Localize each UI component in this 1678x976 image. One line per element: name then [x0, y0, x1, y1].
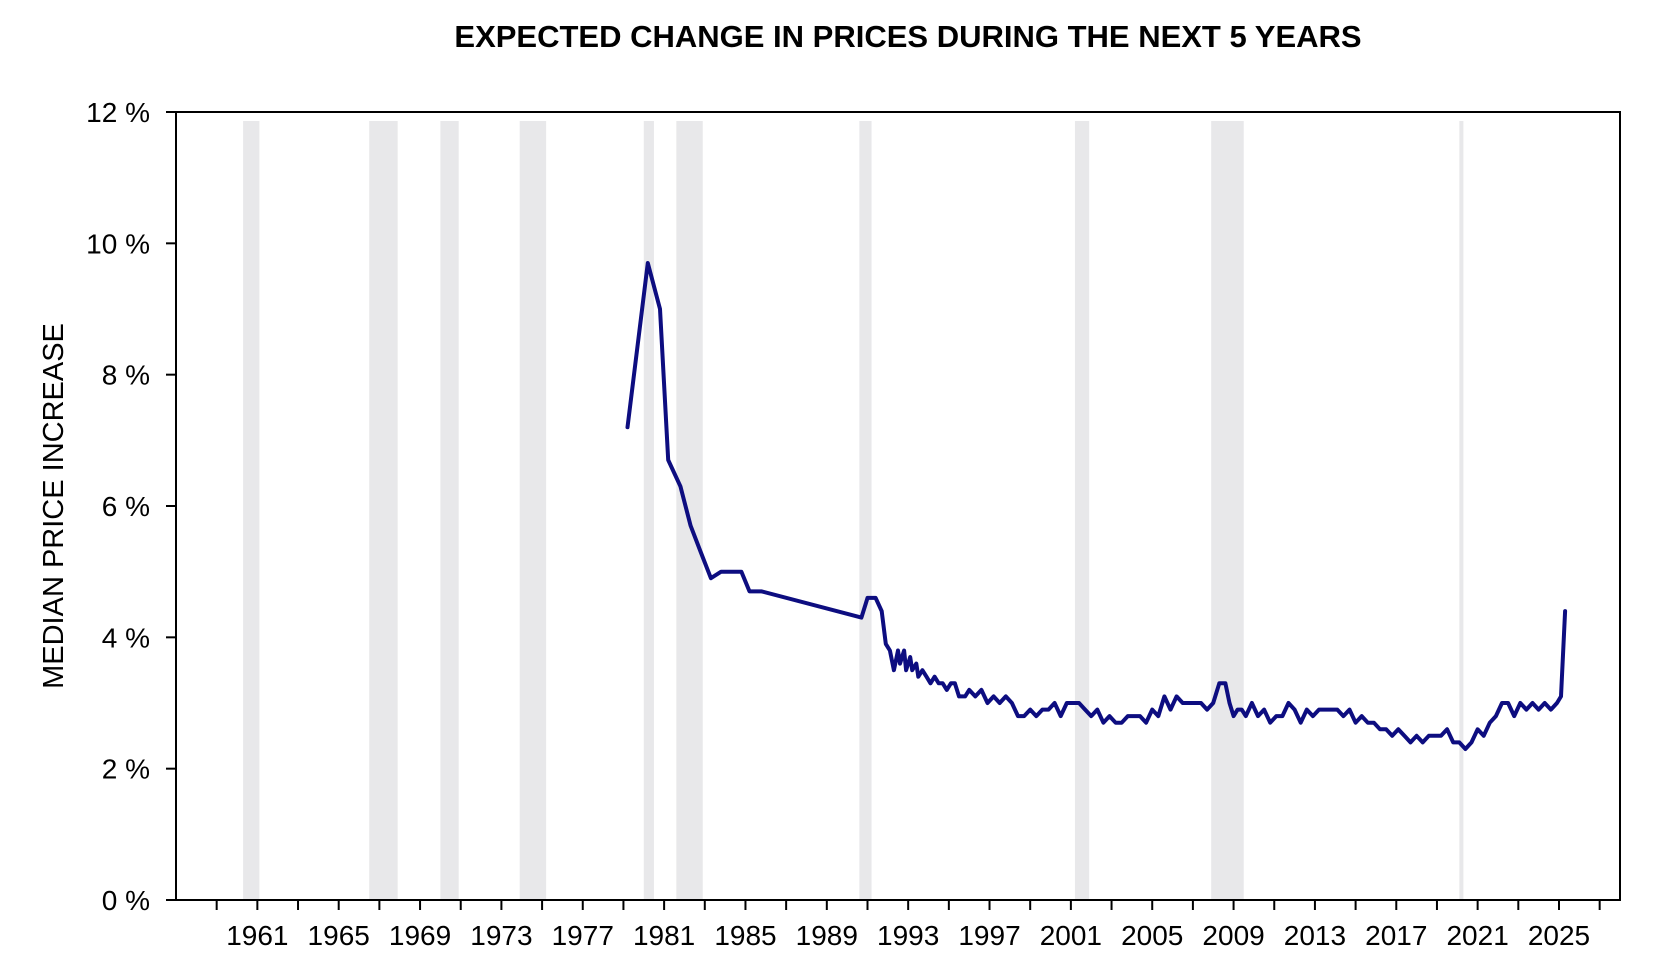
recession-band — [859, 121, 872, 900]
y-tick-label: 10 % — [86, 228, 150, 259]
recession-band — [1459, 121, 1464, 900]
x-tick-label: 1993 — [877, 920, 939, 951]
y-axis-label: MEDIAN PRICE INCREASE — [38, 323, 70, 689]
x-tick-label: 1985 — [714, 920, 776, 951]
y-tick-label: 8 % — [102, 360, 150, 391]
x-tick-label: 2013 — [1284, 920, 1346, 951]
series-line-expected-price-change — [625, 261, 1568, 751]
recession-bands — [243, 121, 1464, 900]
chart-title: EXPECTED CHANGE IN PRICES DURING THE NEX… — [454, 19, 1361, 54]
y-tick-label: 12 % — [86, 97, 150, 128]
x-tick-label: 1969 — [389, 920, 451, 951]
x-tick-label: 1961 — [226, 920, 288, 951]
recession-band — [243, 121, 260, 900]
y-tick-label: 4 % — [102, 622, 150, 653]
x-tick-label: 2021 — [1446, 920, 1508, 951]
x-tick-label: 1977 — [552, 920, 614, 951]
x-tick-label: 1973 — [470, 920, 532, 951]
x-tick-label: 1981 — [633, 920, 695, 951]
y-tick-label: 6 % — [102, 491, 150, 522]
x-tick-label: 2017 — [1365, 920, 1427, 951]
x-tick-label: 2009 — [1202, 920, 1264, 951]
x-tick-label: 1989 — [796, 920, 858, 951]
x-tick-label: 1965 — [308, 920, 370, 951]
series-layer — [625, 261, 1568, 751]
recession-band — [643, 121, 654, 900]
recession-band — [369, 121, 398, 900]
tick-labels: 0 % 2 % 4 % 6 % 8 % 10 % 12 % 1961 1965 1969 1973 1… — [86, 97, 1590, 951]
recession-band — [519, 121, 547, 900]
axes — [166, 111, 1621, 910]
recession-band — [440, 121, 459, 900]
x-tick-label: 2025 — [1528, 920, 1590, 951]
x-tick-label: 2005 — [1121, 920, 1183, 951]
x-tick-label: 1997 — [958, 920, 1020, 951]
recession-band — [1074, 121, 1090, 900]
x-tick-label: 2001 — [1040, 920, 1102, 951]
y-tick-label: 0 % — [102, 885, 150, 916]
recession-band — [1211, 121, 1244, 900]
recession-band — [676, 121, 703, 900]
y-tick-label: 2 % — [102, 754, 150, 785]
